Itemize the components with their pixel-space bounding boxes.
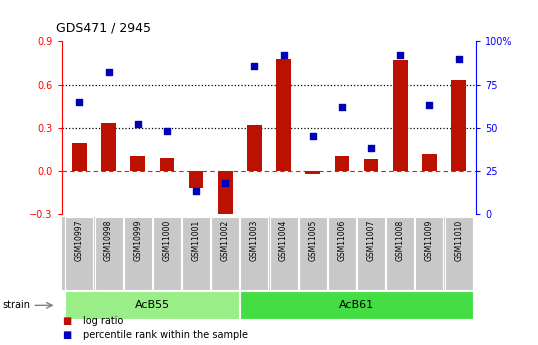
Point <box>396 52 405 58</box>
Text: ■: ■ <box>62 316 71 326</box>
Bar <box>124 217 152 290</box>
Bar <box>451 80 466 171</box>
Bar <box>240 217 268 290</box>
Text: percentile rank within the sample: percentile rank within the sample <box>83 330 249 339</box>
Bar <box>72 144 87 171</box>
Point <box>75 99 84 105</box>
Text: GSM10999: GSM10999 <box>133 219 142 261</box>
Text: GSM10998: GSM10998 <box>104 219 113 261</box>
Point <box>104 70 113 75</box>
Bar <box>422 154 437 171</box>
Bar <box>386 217 414 290</box>
Bar <box>153 217 181 290</box>
Point <box>308 134 317 139</box>
Point <box>367 146 376 151</box>
Point <box>338 104 346 110</box>
Text: AcB61: AcB61 <box>339 300 374 310</box>
Text: GSM11003: GSM11003 <box>250 219 259 261</box>
Text: GSM11008: GSM11008 <box>396 219 405 261</box>
Bar <box>277 59 291 171</box>
Text: GSM11009: GSM11009 <box>425 219 434 261</box>
Bar <box>182 217 210 290</box>
Point <box>192 189 200 194</box>
Bar <box>66 217 94 290</box>
Text: GSM11007: GSM11007 <box>366 219 376 261</box>
Bar <box>101 123 116 171</box>
Bar <box>306 171 320 174</box>
Bar <box>364 159 378 171</box>
Bar <box>328 217 356 290</box>
Bar <box>218 171 232 218</box>
Bar <box>270 217 298 290</box>
Bar <box>393 60 408 171</box>
Point <box>162 128 171 134</box>
Bar <box>247 125 261 171</box>
Text: log ratio: log ratio <box>83 316 124 326</box>
Bar <box>211 217 239 290</box>
Bar <box>95 217 123 290</box>
Bar <box>335 156 349 171</box>
Point <box>250 63 259 68</box>
Text: GSM11000: GSM11000 <box>162 219 172 261</box>
Text: strain: strain <box>3 300 31 310</box>
Text: AcB55: AcB55 <box>134 300 170 310</box>
Point <box>133 121 142 127</box>
Text: GSM11005: GSM11005 <box>308 219 317 261</box>
Text: GSM11004: GSM11004 <box>279 219 288 261</box>
Text: GSM11006: GSM11006 <box>337 219 346 261</box>
Bar <box>415 217 443 290</box>
Point <box>454 56 463 61</box>
Bar <box>66 291 239 319</box>
Text: GSM11001: GSM11001 <box>192 219 201 261</box>
Text: GDS471 / 2945: GDS471 / 2945 <box>56 21 152 34</box>
Bar <box>357 217 385 290</box>
Text: ■: ■ <box>62 330 71 339</box>
Bar <box>444 217 472 290</box>
Bar <box>160 158 174 171</box>
Bar <box>189 171 203 188</box>
Bar <box>130 156 145 171</box>
Text: GSM11010: GSM11010 <box>454 219 463 261</box>
Bar <box>299 217 327 290</box>
Point <box>425 102 434 108</box>
Bar <box>240 291 472 319</box>
Text: GSM10997: GSM10997 <box>75 219 84 261</box>
Point <box>279 52 288 58</box>
Point <box>221 180 230 186</box>
Text: GSM11002: GSM11002 <box>221 219 230 261</box>
